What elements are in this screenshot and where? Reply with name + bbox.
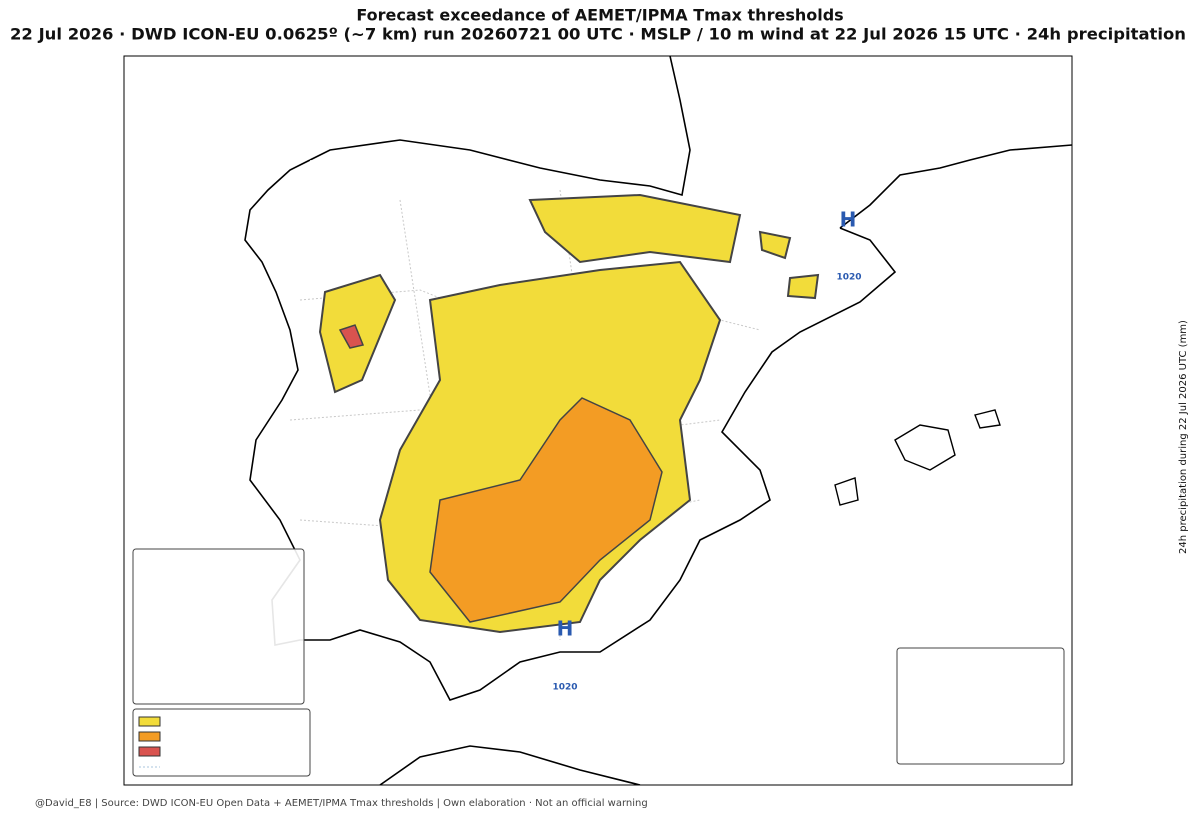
subtitle: 22 Jul 2026 · DWD ICON-EU 0.0625º (~7 km… (10, 25, 1186, 44)
pressure-high: H (840, 208, 857, 232)
title: Forecast exceedance of AEMET/IPMA Tmax t… (356, 6, 843, 25)
legend-swatch (138, 731, 161, 742)
isobar-label: 1020 (552, 683, 577, 693)
red-area (338, 324, 365, 349)
coastline (839, 144, 1072, 229)
ranking-box (132, 548, 305, 705)
isobar-label: 1020 (836, 273, 861, 283)
colorbar-label: 24h precipitation during 22 Jul 2026 UTC… (1178, 320, 1189, 554)
menorca (974, 409, 1001, 429)
mallorca (894, 424, 956, 471)
africa-coast (379, 745, 641, 785)
pressure-high: H (557, 617, 574, 641)
yellow-area (758, 230, 820, 300)
orange-area (429, 397, 663, 623)
legend-swatches (138, 716, 161, 768)
legend-swatch (138, 716, 161, 727)
legend-swatch (138, 746, 161, 757)
map-frame (123, 55, 1073, 786)
ibiza (834, 477, 859, 506)
coastline (309, 56, 691, 197)
legend-box (132, 708, 311, 777)
summary-box (896, 647, 1065, 765)
yellow-area (528, 193, 742, 264)
footer: @David_E8 | Source: DWD ICON-EU Open Dat… (35, 798, 648, 809)
